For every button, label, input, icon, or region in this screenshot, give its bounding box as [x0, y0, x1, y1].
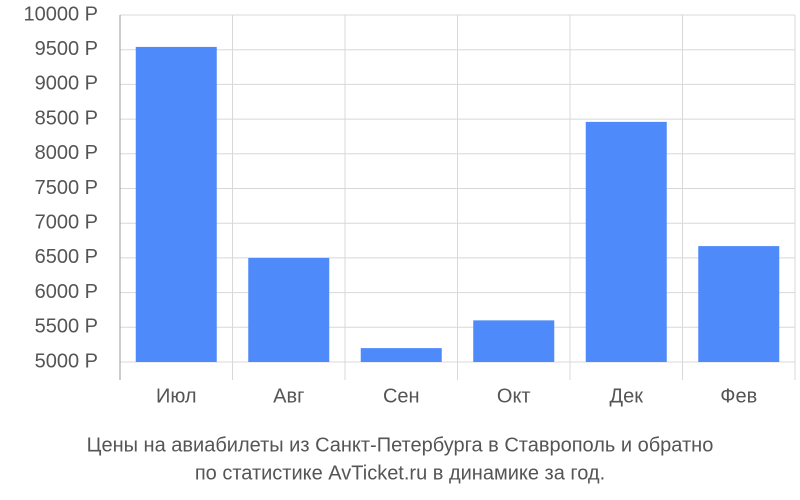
bar: [248, 257, 330, 362]
y-tick-label: 6500 Р: [35, 246, 98, 268]
bar: [473, 320, 555, 362]
x-tick-label: Июл: [156, 385, 197, 407]
x-tick-label: Авг: [273, 385, 304, 407]
bar: [135, 46, 217, 362]
y-tick-label: 5000 Р: [35, 350, 98, 372]
y-tick-label: 8000 Р: [35, 142, 98, 164]
bar: [360, 348, 442, 362]
chart-title: по статистике AvTicket.ru в динамике за …: [195, 462, 605, 484]
x-tick-label: Сен: [383, 385, 420, 407]
y-tick-label: 7500 Р: [35, 177, 98, 199]
y-tick-label: 6000 Р: [35, 281, 98, 303]
chart-title: Цены на авиабилеты из Санкт-Петербурга в…: [87, 434, 714, 456]
y-tick-label: 8500 Р: [35, 107, 98, 129]
y-tick-label: 9500 Р: [35, 38, 98, 60]
y-tick-label: 5500 Р: [35, 316, 98, 338]
x-tick-label: Дек: [610, 385, 644, 407]
y-tick-label: 7000 Р: [35, 211, 98, 233]
x-tick-label: Окт: [497, 385, 531, 407]
bar: [585, 121, 667, 362]
x-tick-label: Фев: [720, 385, 757, 407]
y-tick-label: 10000 Р: [23, 3, 98, 25]
y-tick-label: 9000 Р: [35, 73, 98, 95]
bar: [698, 246, 780, 362]
